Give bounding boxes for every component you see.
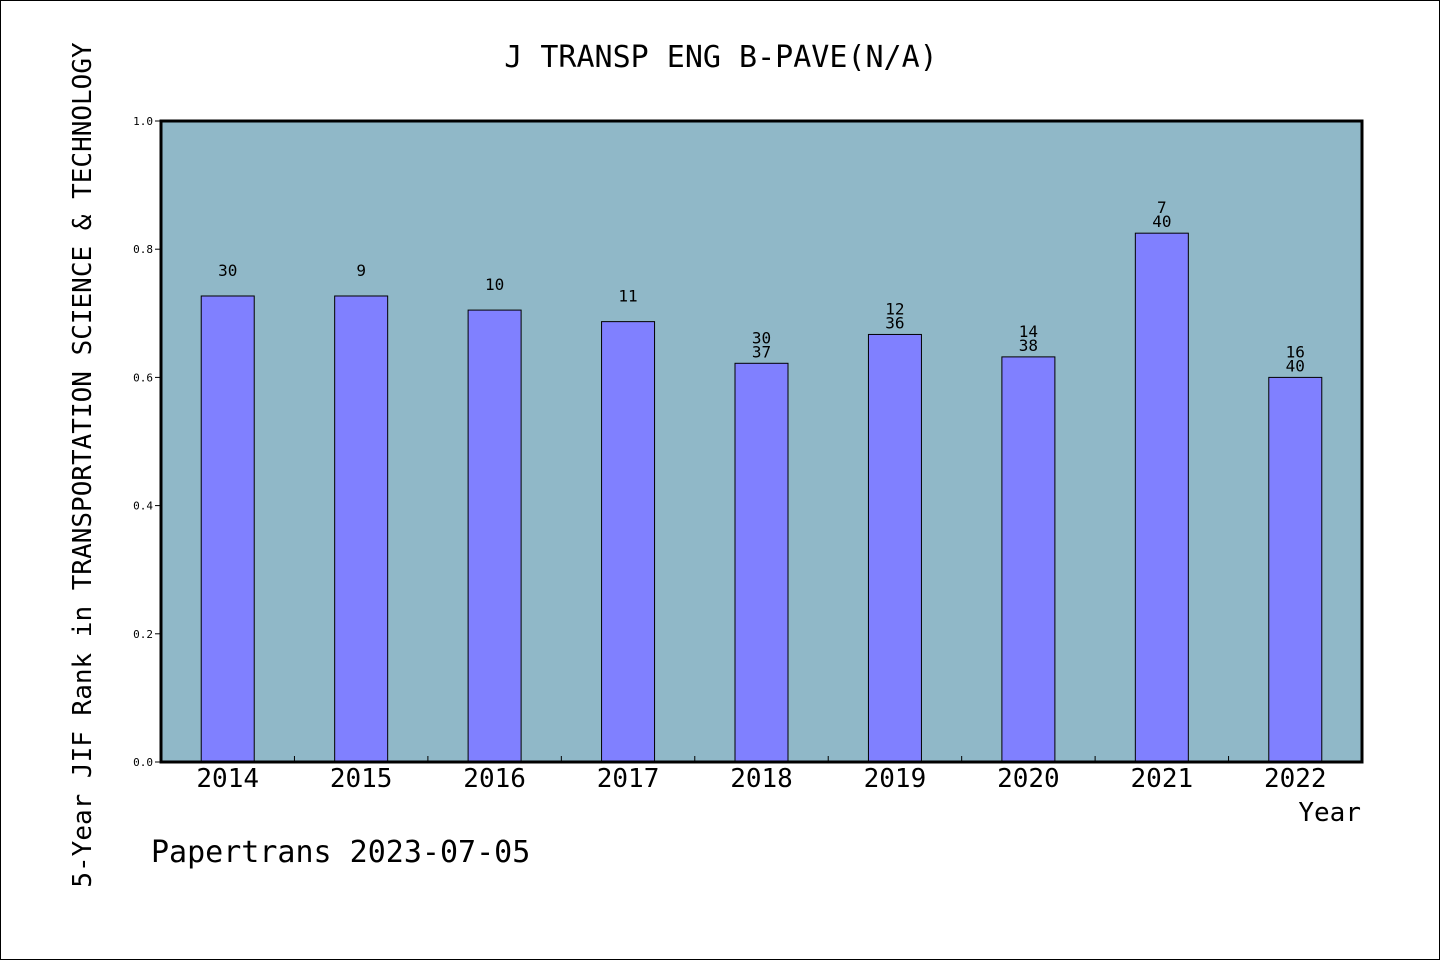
y-axis-label: 5-Year JIF Rank in TRANSPORTATION SCIENC… <box>68 42 98 888</box>
bar-data-label: 40 <box>1152 212 1171 231</box>
y-tick-label: 0.4 <box>133 500 153 513</box>
bar-data-label: 38 <box>1019 336 1038 355</box>
bar-data-label: 11 <box>618 287 637 306</box>
x-axis: 2014 2015 2016 2017 2018 2019 2020 2021 2022 <box>196 756 1327 794</box>
bar-2022 <box>1268 376 1323 763</box>
bar-2016 <box>467 309 522 763</box>
y-axis: 0.0 0.2 0.4 0.6 0.8 1.0 <box>133 115 161 769</box>
plot-border <box>159 119 1364 764</box>
x-tick-label: 2017 <box>597 764 660 794</box>
x-tick-label: 2021 <box>1131 764 1194 794</box>
bar-data-label: 14 <box>1019 322 1038 341</box>
bar-2018 <box>734 362 789 763</box>
bar-2014 <box>200 295 255 763</box>
x-tick-label: 2014 <box>196 764 259 794</box>
bar-data-label: 30 <box>752 328 771 347</box>
y-tick-label: 0.2 <box>133 628 153 641</box>
x-axis-label: Year <box>1298 798 1361 828</box>
x-tick-label: 2020 <box>997 764 1060 794</box>
x-tick-label: 2019 <box>864 764 927 794</box>
bar-data-label: 30 <box>218 261 237 280</box>
x-tick-label: 2018 <box>730 764 793 794</box>
y-tick-label: 0.6 <box>133 371 153 384</box>
y-tick-label: 1.0 <box>133 115 153 128</box>
x-tick-label: 2016 <box>463 764 526 794</box>
bar-data-label: 12 <box>885 299 904 318</box>
bar-data-label: 10 <box>485 275 504 294</box>
bar-data-label: 7 <box>1157 198 1167 217</box>
bar-data-label: 40 <box>1286 356 1305 375</box>
y-tick-label: 0.8 <box>133 243 153 256</box>
bar-data-label: 16 <box>1286 342 1305 361</box>
y-tick-label: 0.0 <box>133 756 153 769</box>
x-tick-label: 2022 <box>1264 764 1327 794</box>
chart-title: J TRANSP ENG B-PAVE(N/A) <box>504 40 937 75</box>
footer-credit: Papertrans 2023-07-05 <box>151 835 531 870</box>
bar-2017 <box>601 321 656 763</box>
bar-2015 <box>334 295 389 763</box>
bar-data-label: 37 <box>752 342 771 361</box>
bar-data-label: 9 <box>356 261 366 280</box>
x-tick-label: 2015 <box>330 764 393 794</box>
bar-2019 <box>867 333 922 763</box>
bar-data-label: 36 <box>885 313 904 332</box>
bar-2021 <box>1134 232 1189 763</box>
bar-2020 <box>1001 356 1056 763</box>
